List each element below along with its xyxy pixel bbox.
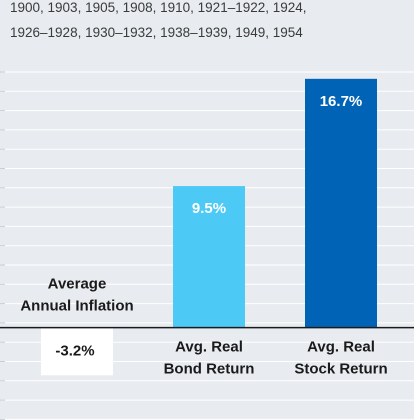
years-list-line-2: 1926–1928, 1930–1932, 1938–1939, 1949, 1…	[10, 25, 303, 40]
bar-chart: -3.2% Average Annual Inflation 9.5% Avg. Rea…	[0, 71, 414, 420]
category-label-avg-real-stock-return: Stock Return	[294, 361, 387, 378]
right-margin	[414, 0, 419, 420]
chart-header: 1900, 1903, 1905, 1908, 1910, 1921–1922,…	[0, 0, 414, 52]
bar-avg-real-stock-return	[305, 78, 377, 328]
category-label-avg-real-bond-return: Bond Return	[164, 361, 255, 378]
bar-avg-real-bond-return	[173, 186, 245, 328]
bar-average-annual-inflation	[41, 327, 113, 376]
years-list-line-1: 1900, 1903, 1905, 1908, 1910, 1921–1922,…	[10, 0, 307, 15]
data-label-avg-real-bond-return: 9.5%	[192, 200, 226, 217]
category-label-avg-real-stock-return: Avg. Real	[307, 339, 375, 356]
category-label-avg-real-bond-return: Avg. Real	[175, 339, 243, 356]
category-label-average-annual-inflation: Annual Inflation	[20, 298, 133, 315]
data-label-average-annual-inflation: -3.2%	[55, 343, 94, 360]
category-label-average-annual-inflation: Average	[48, 276, 107, 293]
data-label-avg-real-stock-return: 16.7%	[320, 93, 363, 110]
